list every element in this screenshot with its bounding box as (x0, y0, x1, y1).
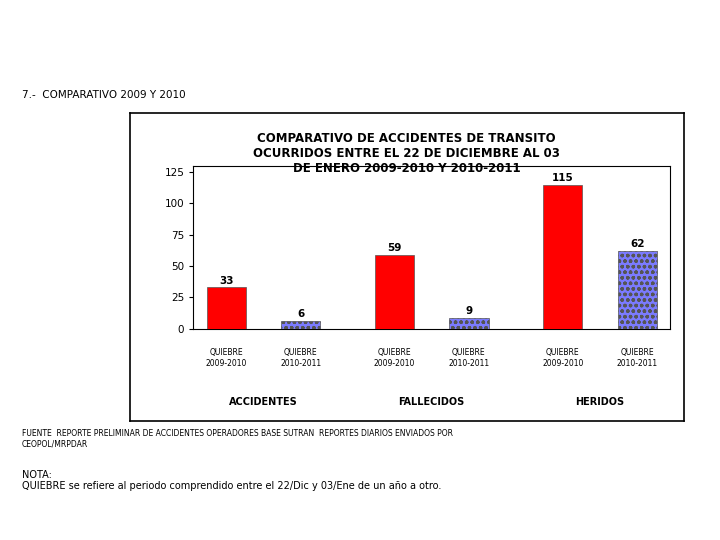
Text: HERIDOS: HERIDOS (575, 397, 624, 407)
Text: PERÚ: PERÚ (44, 36, 79, 47)
Text: COMPARATIVO DE ACCIDENTES DE TRANSITO
OCURRIDOS ENTRE EL 22 DE DICIEMBRE AL 03
D: COMPARATIVO DE ACCIDENTES DE TRANSITO OC… (253, 132, 560, 176)
Text: QUIEBRE
2010-2011: QUIEBRE 2010-2011 (280, 348, 321, 368)
Bar (618, 251, 657, 329)
Bar (543, 185, 582, 329)
Bar (375, 255, 414, 329)
Text: 33: 33 (219, 275, 233, 286)
Text: QUIEBRE
2010-2011: QUIEBRE 2010-2011 (449, 348, 490, 368)
Text: ACCIDENTES: ACCIDENTES (229, 397, 298, 407)
Bar (207, 287, 246, 329)
Text: 6: 6 (297, 309, 305, 320)
Text: NOTA:
QUIEBRE se refiere al periodo comprendido entre el 22/Dic y 03/Ene de un a: NOTA: QUIEBRE se refiere al periodo comp… (22, 470, 441, 491)
Text: 62: 62 (630, 239, 644, 249)
Text: FUENTE  REPORTE PRELIMINAR DE ACCIDENTES OPERADORES BASE SUTRAN  REPORTES DIARIO: FUENTE REPORTE PRELIMINAR DE ACCIDENTES … (22, 429, 453, 449)
Text: 115: 115 (552, 173, 574, 183)
Text: Terrestre de Personas, Carga: Terrestre de Personas, Carga (109, 48, 219, 57)
Text: QUIEBRE
2009-2010: QUIEBRE 2009-2010 (206, 348, 247, 368)
Text: QUIEBRE
2010-2011: QUIEBRE 2010-2011 (616, 348, 658, 368)
Text: 59: 59 (387, 243, 402, 253)
Bar (449, 318, 489, 329)
Text: 7.-  COMPARATIVO 2009 Y 2010: 7.- COMPARATIVO 2009 Y 2010 (22, 90, 185, 99)
Text: FALLECIDOS: FALLECIDOS (399, 397, 465, 407)
Text: 9: 9 (465, 306, 472, 316)
Text: QUIEBRE
2009-2010: QUIEBRE 2009-2010 (374, 348, 415, 368)
Text: Superintendencia de Transporte: Superintendencia de Transporte (109, 31, 232, 40)
Text: y Mercancías: y Mercancías (109, 66, 159, 75)
Bar (281, 321, 320, 329)
Text: QUIEBRE
2009-2010: QUIEBRE 2009-2010 (542, 348, 583, 368)
